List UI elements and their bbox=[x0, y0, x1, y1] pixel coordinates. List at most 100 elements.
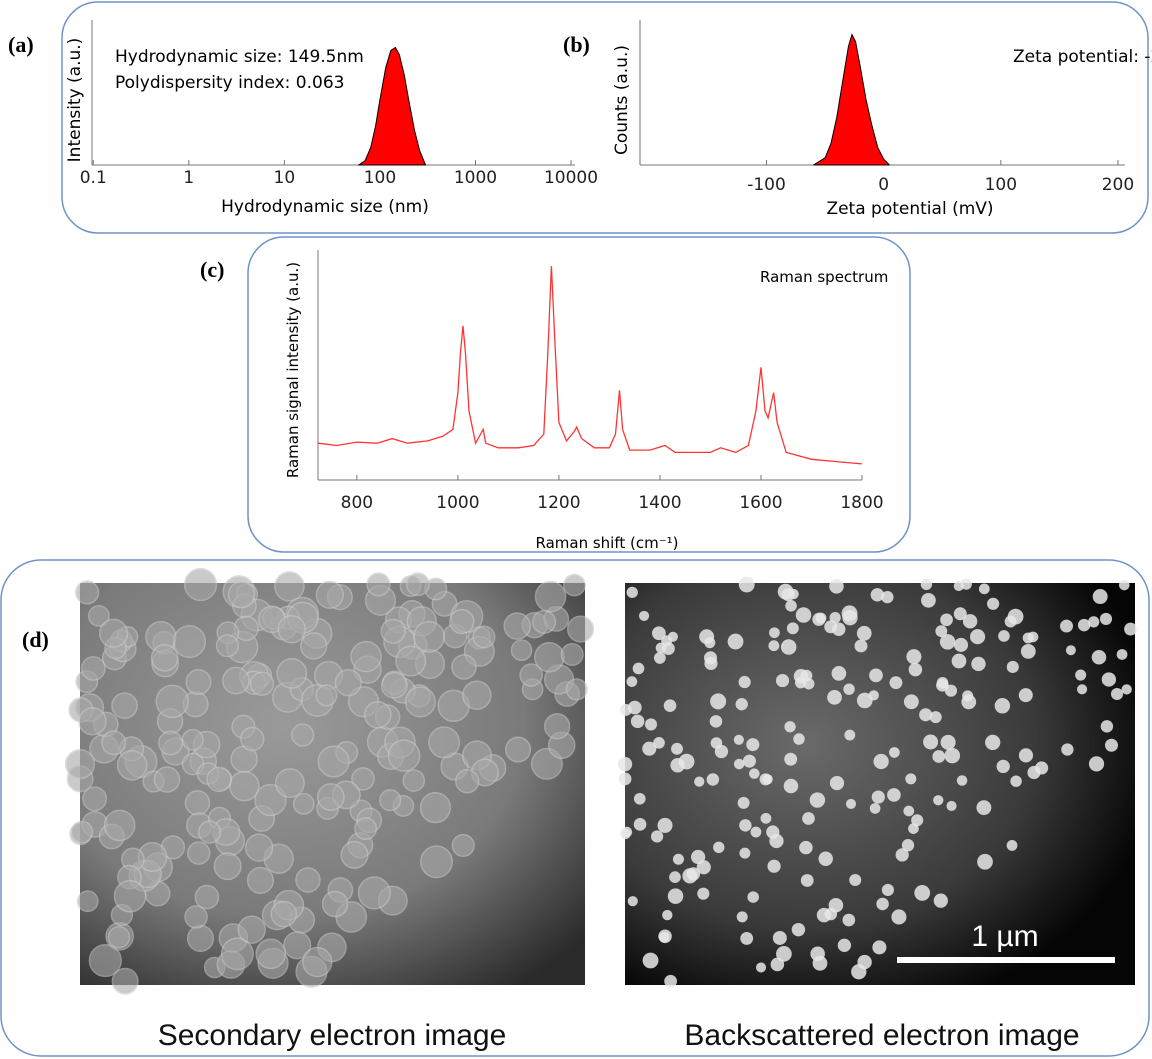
particle bbox=[1019, 688, 1033, 702]
particle bbox=[756, 962, 766, 972]
particle bbox=[463, 681, 491, 709]
particle bbox=[276, 769, 304, 797]
particle bbox=[739, 848, 750, 859]
particle bbox=[66, 750, 95, 779]
particle bbox=[183, 730, 203, 750]
particle bbox=[1089, 756, 1104, 771]
particle bbox=[923, 734, 938, 749]
particle bbox=[656, 643, 667, 654]
x-tick-label: 10000 bbox=[544, 168, 598, 188]
particle bbox=[739, 676, 751, 688]
x-tick-label: 1400 bbox=[638, 493, 681, 513]
particle bbox=[802, 812, 815, 825]
annotation: Zeta potential: -27.2mV bbox=[1013, 47, 1152, 67]
particle bbox=[801, 874, 814, 887]
particle bbox=[691, 850, 705, 864]
particle bbox=[1007, 840, 1018, 851]
particle bbox=[673, 854, 684, 865]
particle bbox=[407, 573, 429, 595]
particle bbox=[112, 693, 137, 718]
particle bbox=[643, 953, 659, 969]
particle bbox=[891, 909, 906, 924]
particle bbox=[246, 834, 273, 861]
particle bbox=[628, 896, 638, 906]
particle bbox=[382, 673, 407, 698]
panel-label: (a) bbox=[8, 32, 34, 57]
particle bbox=[420, 793, 450, 823]
particle bbox=[633, 663, 645, 675]
particle bbox=[749, 768, 760, 779]
particle bbox=[78, 891, 98, 911]
particle bbox=[504, 613, 530, 639]
particle bbox=[229, 582, 255, 608]
particle bbox=[919, 708, 932, 721]
x-tick-label: 1000 bbox=[454, 168, 497, 188]
particle bbox=[905, 773, 916, 784]
particle bbox=[452, 655, 476, 679]
particle bbox=[512, 640, 532, 660]
particle bbox=[1102, 672, 1116, 686]
particle bbox=[79, 708, 106, 735]
particle bbox=[389, 740, 420, 771]
particle bbox=[365, 702, 391, 728]
particle bbox=[316, 581, 343, 608]
particle bbox=[737, 911, 748, 922]
particle bbox=[769, 627, 780, 638]
figure: (a) (b) (c) (d) 1 µm Secondary electron … bbox=[0, 0, 1152, 1059]
particle bbox=[186, 670, 210, 694]
particle bbox=[796, 607, 812, 623]
particle bbox=[857, 626, 872, 641]
particle bbox=[654, 652, 666, 664]
particle bbox=[669, 871, 681, 883]
x-tick-label: 200 bbox=[1102, 175, 1134, 195]
particle bbox=[100, 619, 128, 647]
particle bbox=[970, 629, 985, 644]
particle bbox=[760, 773, 772, 785]
x-axis-label: Zeta potential (mV) bbox=[826, 199, 993, 219]
particle bbox=[1075, 670, 1086, 681]
particle bbox=[421, 846, 452, 877]
particle bbox=[707, 773, 719, 785]
particle bbox=[620, 704, 632, 716]
particle bbox=[318, 784, 344, 810]
x-axis-label: Hydrodynamic size (nm) bbox=[221, 197, 429, 217]
particle bbox=[936, 679, 949, 692]
particle bbox=[903, 806, 914, 817]
particle bbox=[906, 649, 921, 664]
particle bbox=[979, 583, 990, 594]
particle bbox=[710, 715, 723, 728]
image-caption: Secondary electron image bbox=[158, 1019, 507, 1052]
particle bbox=[810, 792, 825, 807]
particle bbox=[766, 825, 779, 838]
panel-label: (b) bbox=[563, 32, 590, 57]
particle bbox=[921, 579, 932, 590]
particle bbox=[303, 948, 332, 977]
particle bbox=[844, 730, 855, 741]
particle bbox=[857, 955, 871, 969]
particle bbox=[871, 588, 884, 601]
x-tick-label: 10 bbox=[274, 168, 296, 188]
particle bbox=[687, 867, 701, 881]
image-caption: Backscattered electron image bbox=[684, 1019, 1079, 1052]
particle bbox=[152, 645, 178, 671]
particle bbox=[1100, 613, 1112, 625]
x-tick-label: 0.1 bbox=[80, 168, 107, 188]
particle bbox=[776, 946, 792, 962]
particle bbox=[908, 823, 919, 834]
particle bbox=[909, 663, 923, 677]
particle bbox=[768, 640, 779, 651]
particle bbox=[825, 908, 838, 921]
particle bbox=[566, 679, 587, 700]
particle bbox=[792, 923, 805, 936]
particle bbox=[217, 635, 239, 657]
particle bbox=[704, 651, 717, 664]
particle bbox=[739, 577, 755, 593]
particle bbox=[668, 888, 684, 904]
particle bbox=[963, 614, 977, 628]
particle bbox=[699, 629, 714, 644]
particle bbox=[292, 724, 314, 746]
particle bbox=[323, 891, 348, 916]
particle bbox=[935, 625, 947, 637]
particle bbox=[664, 975, 677, 988]
particle bbox=[662, 910, 672, 920]
